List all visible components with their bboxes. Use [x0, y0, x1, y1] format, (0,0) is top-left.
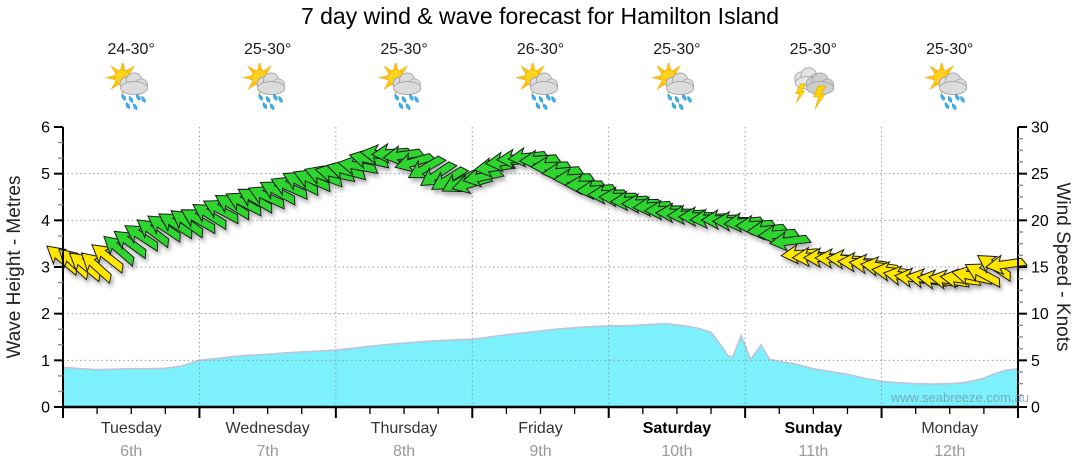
right-tick-label: 15	[1031, 260, 1049, 277]
right-tick-label: 5	[1031, 353, 1040, 370]
watermark: www.seabreeze.com.au	[891, 390, 1030, 405]
wind-arrow	[768, 230, 812, 252]
weather-icon-wrap	[378, 60, 430, 111]
wave-area-edge	[62, 322, 1019, 385]
day-date-label: 12th	[934, 443, 966, 460]
right-tick-label: 30	[1031, 120, 1049, 137]
day-temperature: 25-30°	[789, 41, 837, 58]
day-temperature: 24-30°	[107, 41, 155, 58]
day-date-label: 10th	[661, 443, 693, 460]
right-tick-label: 25	[1031, 166, 1049, 183]
left-tick-label: 4	[41, 213, 50, 230]
weather-icon-wrap	[924, 60, 976, 111]
sun-cloud-showers-icon	[924, 60, 967, 111]
day-name-label: Friday	[518, 420, 563, 437]
sun-cloud-showers-icon	[378, 60, 422, 111]
day-date-label: 6th	[120, 443, 143, 460]
left-tick-label: 2	[41, 306, 50, 323]
wave-area	[63, 323, 1018, 407]
wind-arrow-band	[46, 142, 1028, 291]
day-name-label: Wednesday	[225, 420, 310, 437]
day-date-label: 7th	[256, 443, 279, 460]
sun-cloud-showers-icon	[651, 60, 695, 111]
day-date-label: 8th	[392, 443, 416, 460]
day-name-label: Tuesday	[100, 420, 162, 437]
left-tick-label: 1	[41, 353, 50, 370]
day-temperature: 26-30°	[516, 41, 565, 58]
storm-icon	[794, 67, 835, 110]
left-tick-label: 5	[41, 166, 50, 183]
right-tick-label: 10	[1031, 306, 1049, 323]
weather-icon-wrap	[515, 60, 567, 111]
day-date-label: 11th	[798, 443, 829, 460]
day-name-label: Thursday	[370, 420, 438, 437]
day-name-label: Saturday	[642, 420, 712, 437]
left-tick-label: 6	[41, 120, 50, 137]
left-tick-label: 3	[41, 260, 50, 277]
day-name-label: Sunday	[784, 420, 843, 437]
right-tick-label: 0	[1031, 400, 1040, 417]
day-temperature: 25-30°	[243, 41, 292, 58]
weather-icon-wrap	[651, 60, 703, 111]
right-tick-label: 20	[1031, 213, 1049, 230]
day-temperature: 25-30°	[380, 41, 428, 58]
weather-icon-wrap	[105, 60, 157, 111]
sun-cloud-showers-icon	[515, 60, 558, 111]
left-tick-label: 0	[41, 400, 50, 417]
sun-cloud-showers-icon	[106, 60, 149, 111]
chart-title: 7 day wind & wave forecast for Hamilton …	[300, 3, 780, 29]
wind-arrow	[984, 254, 1028, 276]
day-temperature: 25-30°	[653, 41, 701, 58]
weather-icon-wrap	[242, 60, 294, 111]
sun-cloud-showers-icon	[242, 60, 285, 111]
day-name-label: Monday	[921, 420, 979, 437]
day-date-label: 9th	[529, 443, 552, 460]
weather-icon-wrap	[787, 63, 839, 111]
day-temperature: 25-30°	[926, 41, 974, 58]
